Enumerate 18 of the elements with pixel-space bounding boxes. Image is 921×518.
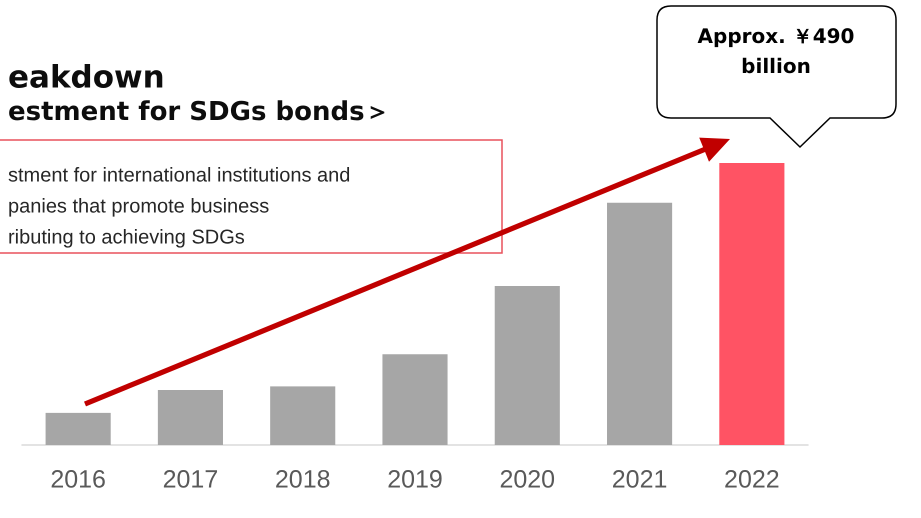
bar bbox=[719, 163, 784, 445]
bar bbox=[270, 386, 336, 445]
bar bbox=[46, 412, 111, 445]
bar bbox=[382, 354, 448, 445]
bar bbox=[607, 202, 672, 445]
chart-title: eakdown bbox=[8, 60, 165, 96]
x-tick-label: 2017 bbox=[162, 466, 218, 494]
x-tick-label: 2020 bbox=[499, 466, 556, 494]
x-tick-label: 2021 bbox=[612, 466, 668, 494]
bar bbox=[494, 286, 560, 445]
text: Approx. ￥490 billion bbox=[698, 24, 854, 78]
x-tick-label: 2016 bbox=[50, 466, 106, 494]
x-tick-label: 2022 bbox=[724, 466, 780, 494]
bar bbox=[158, 390, 223, 445]
chart-subtitle: estment for SDGs bonds＞ bbox=[8, 97, 391, 127]
x-tick-label: 2019 bbox=[387, 466, 443, 494]
annotation: stment for international institutions and panies that promote business ributing to achieving SDGs bbox=[8, 164, 350, 248]
x-tick-label: 2018 bbox=[274, 466, 331, 494]
